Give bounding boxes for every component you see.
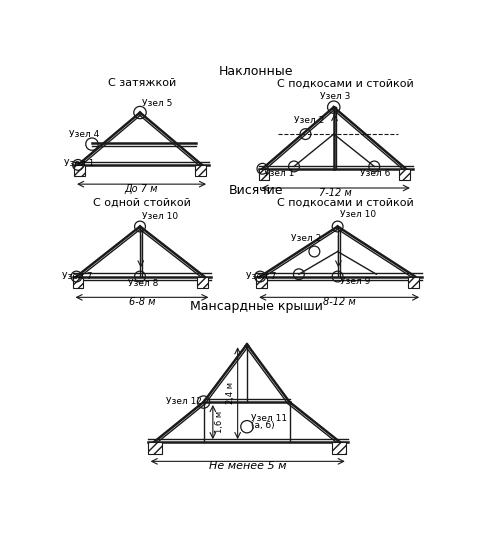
Text: Не менее 5 м: Не менее 5 м (209, 461, 286, 471)
Polygon shape (399, 168, 409, 180)
Polygon shape (74, 165, 85, 177)
Text: Узел 2: Узел 2 (291, 234, 322, 243)
Text: Мансардные крыши: Мансардные крыши (190, 300, 322, 313)
Polygon shape (256, 276, 267, 288)
Polygon shape (258, 168, 270, 180)
Text: Узел 8: Узел 8 (128, 279, 159, 288)
Polygon shape (198, 276, 208, 288)
Text: Висячие: Висячие (229, 184, 283, 197)
Text: С затяжкой: С затяжкой (108, 78, 176, 89)
Polygon shape (195, 165, 206, 177)
Text: Узел 6: Узел 6 (360, 170, 390, 178)
Text: С одной стойкой: С одной стойкой (94, 198, 192, 208)
Polygon shape (72, 276, 84, 288)
Text: 8-12 м: 8-12 м (323, 297, 356, 307)
Polygon shape (332, 442, 346, 454)
Text: Узел 10: Узел 10 (340, 210, 376, 219)
Text: С подкосами и стойкой: С подкосами и стойкой (277, 78, 414, 89)
Text: Узел 1: Узел 1 (64, 159, 94, 168)
Text: 7-12 м: 7-12 м (320, 188, 352, 198)
Text: (а, б): (а, б) (251, 421, 274, 430)
Text: Узел 10: Узел 10 (142, 212, 178, 221)
Text: Узел 4: Узел 4 (68, 130, 99, 139)
Text: Узел 1: Узел 1 (264, 170, 294, 178)
Text: Узел 5: Узел 5 (142, 99, 172, 109)
Text: Узел 9: Узел 9 (340, 277, 370, 286)
Text: Узел 2: Узел 2 (294, 116, 324, 125)
Text: Узел 11: Узел 11 (251, 414, 287, 422)
Text: Узел 7: Узел 7 (62, 272, 93, 281)
Text: 6-8 м: 6-8 м (128, 297, 155, 307)
Text: Узел 7: Узел 7 (246, 272, 276, 281)
Text: 2,4 м: 2,4 м (226, 382, 235, 404)
Text: Наклонные: Наклонные (219, 65, 294, 78)
Text: Узел 3: Узел 3 (320, 92, 350, 102)
Polygon shape (408, 276, 419, 288)
Text: С подкосами и стойкой: С подкосами и стойкой (277, 198, 414, 208)
Text: До 7 м: До 7 м (125, 184, 158, 194)
Text: Узел 12: Узел 12 (166, 397, 202, 407)
Text: 1,6 м: 1,6 м (215, 411, 224, 433)
Polygon shape (148, 442, 162, 454)
